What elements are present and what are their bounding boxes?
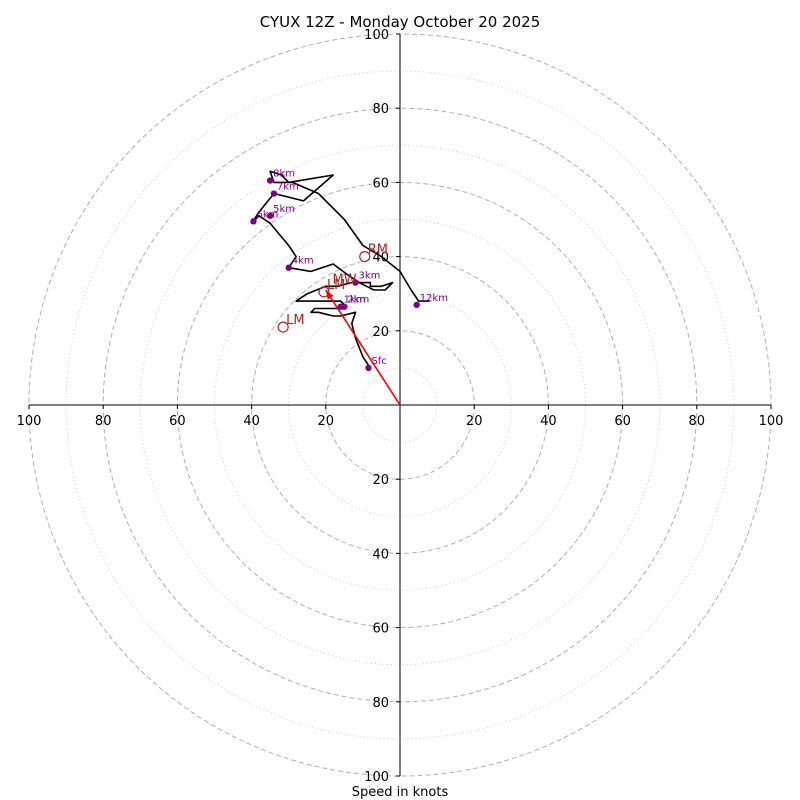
storm-motion-label: LM [327,278,345,293]
storm-motion-label: MW [333,272,357,287]
y-tick-label: 100 [364,770,389,785]
y-tick-label: 80 [372,102,389,117]
x-tick-label: 20 [318,414,335,429]
height-marker-dot [365,364,372,372]
hodograph-trace [250,170,430,369]
y-tick-label: 100 [364,28,389,43]
storm-motion-circle [359,251,371,263]
y-tick-label: 60 [372,622,389,637]
x-tick-label: 80 [689,414,706,429]
y-tick-label: 40 [372,547,389,562]
y-tick-label: 80 [372,696,389,711]
height-marker-label: 2km [347,295,369,306]
height-marker-label: 1km [344,295,366,306]
x-tick-label: 80 [95,414,112,429]
height-marker-label: 7km [277,182,299,193]
height-marker-dot [266,212,274,219]
x-axis-label: Speed in knots [352,785,449,800]
mean-wind-line [325,289,401,406]
height-marker-dot [266,177,274,184]
x-tick-label: 40 [243,414,260,429]
height-marker-label: 4km [292,256,314,267]
y-tick-label: 60 [372,176,389,191]
storm-motion-circle [277,321,289,333]
height-marker-label: 5km [273,204,295,215]
height-marker-label: 3km [358,271,380,282]
height-marker-label: 8km [273,169,295,180]
height-marker-dot [250,218,257,225]
x-tick-label: 60 [169,414,186,429]
x-tick-label: 60 [614,414,631,429]
height-marker-label: 12km [420,293,448,304]
x-tick-label: 100 [759,414,784,429]
mean-wind-arrowhead [325,290,334,300]
storm-motion-circle [318,286,330,298]
height-marker-label: 6km [256,209,278,220]
trace-line [250,170,430,369]
x-tick-label: 20 [466,414,483,429]
x-tick-label: 100 [17,414,42,429]
x-tick-label: 40 [540,414,557,429]
storm-motion-label: RM [368,243,388,258]
y-tick-label: 20 [372,473,389,488]
height-marker-dot [285,264,292,271]
mean-wind-vector [325,289,401,406]
y-tick-label: 20 [372,325,389,340]
storm-motion-label: LM [286,313,304,328]
chart-title: CYUX 12Z - Monday October 20 2025 [260,13,541,31]
axis-ticks: 1001008080606040402020202040406060808010… [17,28,784,785]
height-marker-dot [352,279,359,286]
height-marker-dot [413,301,420,309]
height-marker-label: Sfc [371,356,386,367]
height-marker-dot [270,190,278,197]
height-marker-dot [341,303,348,310]
